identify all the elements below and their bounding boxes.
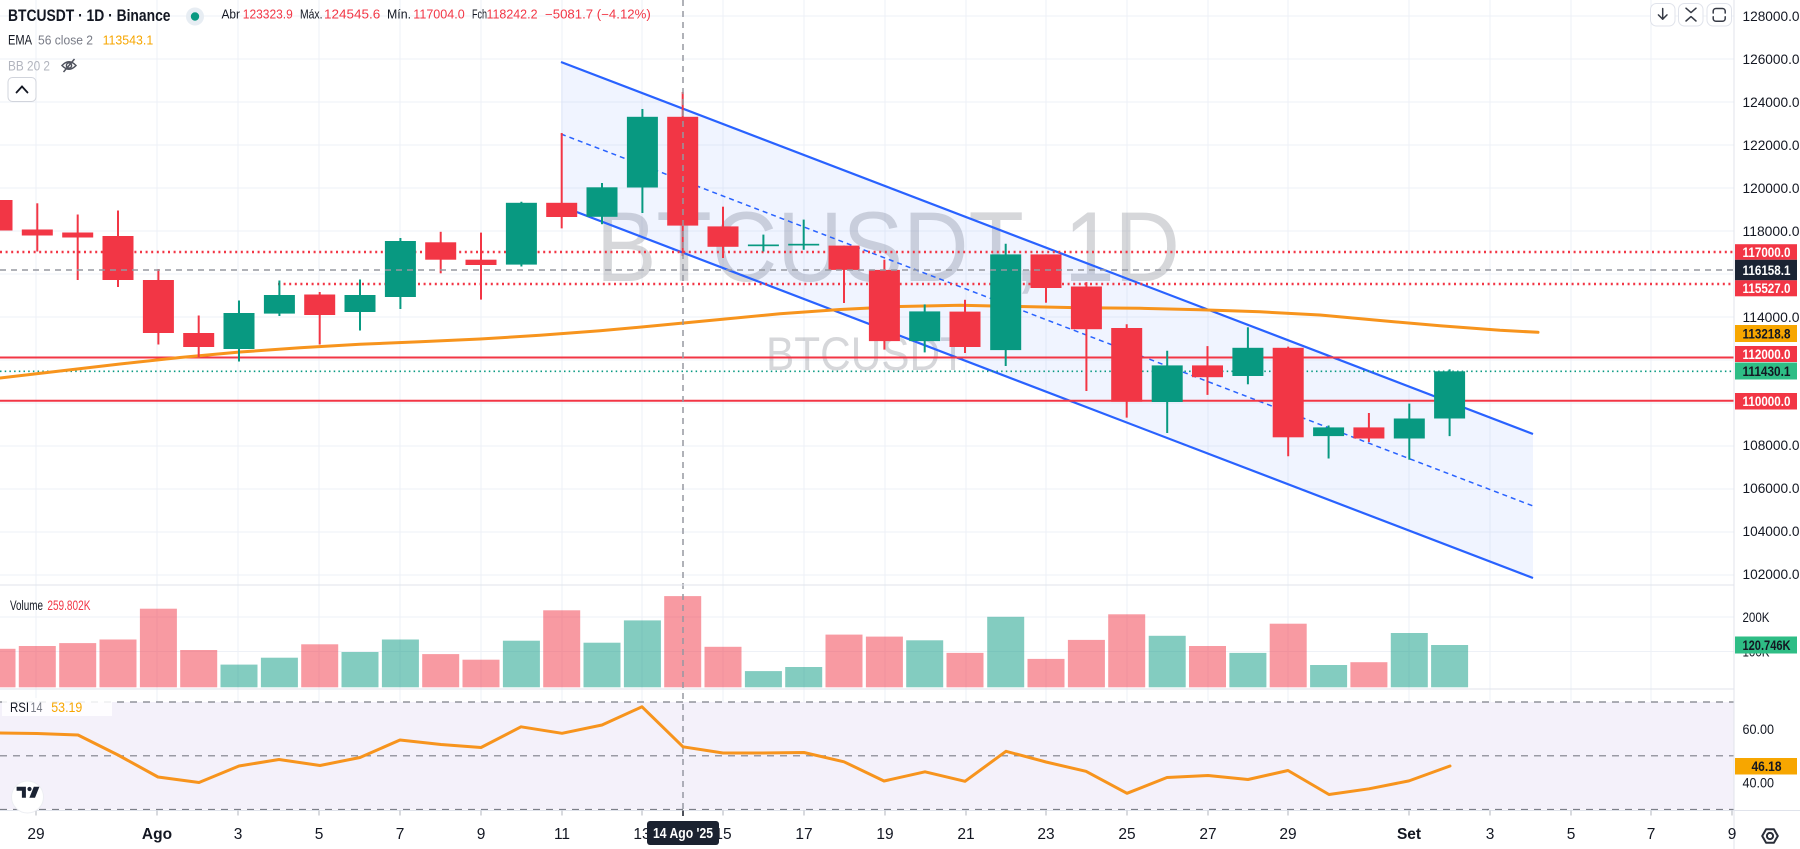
svg-text:116158.1: 116158.1	[1743, 263, 1791, 278]
svg-text:RSI: RSI	[10, 700, 29, 715]
svg-text:3: 3	[234, 826, 243, 843]
svg-text:13: 13	[633, 826, 650, 843]
svg-text:3: 3	[1486, 826, 1495, 843]
svg-text:112000.0: 112000.0	[1743, 347, 1791, 362]
svg-text:102000.0: 102000.0	[1743, 566, 1800, 582]
svg-text:29: 29	[27, 826, 44, 843]
svg-text:117000.0: 117000.0	[1743, 245, 1791, 260]
svg-text:113218.8: 113218.8	[1743, 326, 1791, 341]
svg-text:27: 27	[1199, 826, 1216, 843]
svg-text:BTCUSDT · 1D · Binance: BTCUSDT · 1D · Binance	[8, 7, 171, 25]
svg-text:113543.1: 113543.1	[103, 33, 154, 48]
svg-text:118000.0: 118000.0	[1743, 223, 1800, 239]
svg-text:115527.0: 115527.0	[1743, 281, 1791, 296]
svg-text:14: 14	[31, 700, 43, 715]
svg-text:29: 29	[1279, 826, 1296, 843]
svg-text:124000.0: 124000.0	[1743, 94, 1800, 110]
svg-text:123323.9: 123323.9	[243, 8, 293, 22]
svg-text:7: 7	[1647, 826, 1656, 843]
svg-text:53.19: 53.19	[51, 700, 82, 715]
svg-text:108000.0: 108000.0	[1743, 437, 1800, 453]
svg-text:122000.0: 122000.0	[1743, 137, 1800, 153]
svg-text:5: 5	[1567, 826, 1576, 843]
svg-text:19: 19	[876, 826, 893, 843]
svg-text:Mín.: Mín.	[387, 8, 411, 22]
svg-text:259.802K: 259.802K	[47, 598, 90, 613]
svg-text:17: 17	[795, 826, 812, 843]
svg-text:EMA: EMA	[8, 33, 32, 48]
svg-text:124545.6: 124545.6	[324, 8, 380, 22]
svg-text:9: 9	[1728, 826, 1737, 843]
svg-text:Abr: Abr	[222, 8, 241, 22]
svg-text:Volume: Volume	[10, 598, 43, 613]
svg-text:104000.0: 104000.0	[1743, 523, 1800, 539]
svg-text:Set: Set	[1397, 826, 1421, 843]
svg-text:120.746K: 120.746K	[1743, 638, 1791, 653]
svg-text:56 close 2: 56 close 2	[38, 33, 93, 48]
svg-text:25: 25	[1118, 826, 1135, 843]
svg-text:14 Ago '25: 14 Ago '25	[653, 826, 713, 842]
svg-text:118242.2: 118242.2	[487, 8, 538, 22]
svg-text:126000.0: 126000.0	[1743, 51, 1800, 67]
svg-text:110000.0: 110000.0	[1743, 394, 1791, 409]
svg-text:Fch: Fch	[472, 8, 487, 22]
svg-text:40.00: 40.00	[1743, 774, 1775, 790]
svg-text:Ago: Ago	[142, 826, 172, 843]
svg-text:128000.0: 128000.0	[1743, 8, 1800, 24]
svg-text:200K: 200K	[1743, 609, 1771, 625]
svg-text:111430.1: 111430.1	[1743, 364, 1791, 379]
svg-text:BB 20 2: BB 20 2	[8, 59, 50, 74]
svg-text:23: 23	[1037, 826, 1054, 843]
svg-text:117004.0: 117004.0	[413, 8, 464, 22]
svg-text:21: 21	[957, 826, 974, 843]
svg-text:5: 5	[315, 826, 324, 843]
svg-text:114000.0: 114000.0	[1743, 309, 1800, 325]
svg-text:Máx.: Máx.	[300, 8, 323, 22]
svg-text:9: 9	[477, 826, 486, 843]
svg-text:46.18: 46.18	[1752, 759, 1782, 774]
svg-text:7: 7	[396, 826, 405, 843]
svg-text:120000.0: 120000.0	[1743, 180, 1800, 196]
svg-text:−5081.7 (−4.12%): −5081.7 (−4.12%)	[545, 8, 651, 22]
svg-text:106000.0: 106000.0	[1743, 480, 1800, 496]
svg-text:11: 11	[554, 826, 570, 843]
svg-text:60.00: 60.00	[1743, 721, 1775, 737]
